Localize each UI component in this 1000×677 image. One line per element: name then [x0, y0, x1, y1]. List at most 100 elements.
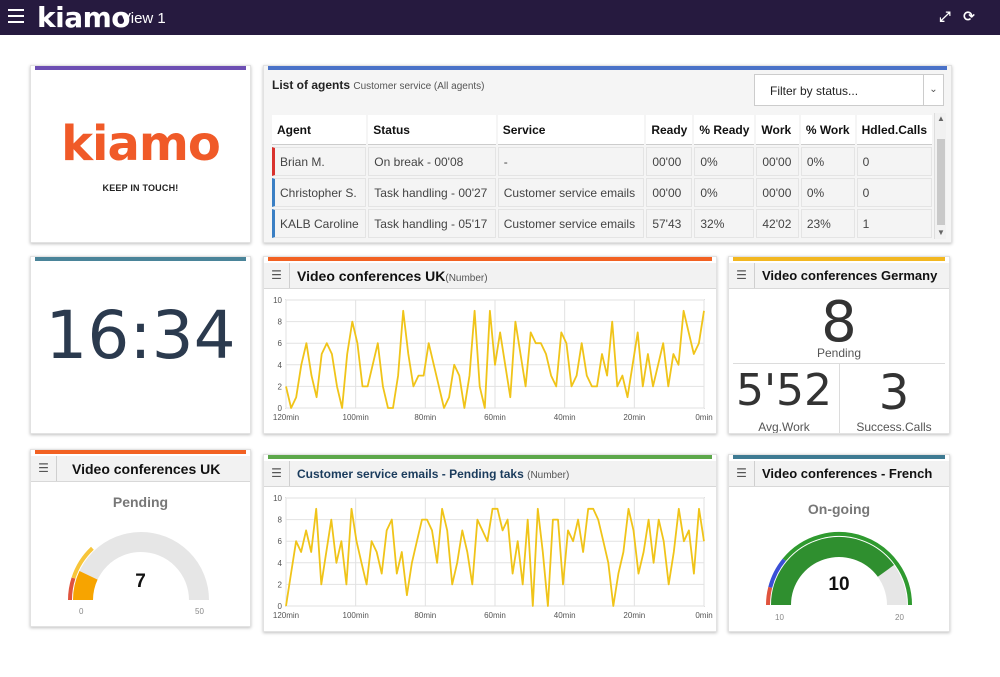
panel-menu-icon[interactable]: ☰ [729, 461, 755, 486]
cell-work: 00'00 [756, 147, 799, 176]
gauge-min: 0 [79, 607, 84, 616]
y-tick-label: 8 [278, 516, 283, 525]
gauge-label: Pending [112, 494, 169, 510]
cell-work: 00'00 [756, 178, 799, 207]
y-tick-label: 4 [278, 361, 283, 370]
x-tick-label: 100min [343, 413, 369, 422]
gauge-value: 10 [828, 574, 850, 595]
hamburger-menu-icon[interactable] [8, 9, 24, 23]
vc-germany-panel: ☰ Video conferences Germany 8 Pending 5'… [728, 256, 950, 434]
col-header-agent[interactable]: Agent [272, 115, 367, 145]
col-header-service[interactable]: Service [497, 115, 645, 145]
panel-title-text: Video conferences UK [297, 268, 446, 284]
scroll-down-icon[interactable]: ▼ [937, 228, 945, 237]
cell-status: Task handling - 05'17 [368, 209, 496, 238]
cell-service: Customer service emails [497, 178, 645, 207]
cell-agent: Brian M. [272, 147, 367, 176]
gauge-track [73, 532, 209, 601]
x-tick-label: 80min [414, 611, 436, 620]
table-header-row: Agent Status Service Ready % Ready Work … [272, 115, 932, 145]
col-header-ready[interactable]: Ready [646, 115, 693, 145]
col-header-handled-calls[interactable]: Hdled.Calls [856, 115, 932, 145]
cell-status: On break - 00'08 [368, 147, 496, 176]
cell-ready: 00'00 [646, 147, 693, 176]
chevron-down-icon[interactable]: ⌄ [923, 75, 943, 105]
x-tick-label: 60min [484, 413, 506, 422]
panel-title-text: Customer service emails - Pending taks [297, 467, 524, 481]
y-tick-label: 8 [278, 318, 283, 327]
cell-ready-pct: 32% [694, 209, 755, 238]
agents-subtitle: Customer service (All agents) [353, 81, 485, 92]
agents-table: Agent Status Service Ready % Ready Work … [270, 113, 934, 239]
scroll-up-icon[interactable]: ▲ [937, 114, 945, 123]
table-row[interactable]: KALB Caroline Task handling - 05'17 Custom… [272, 209, 932, 238]
panel-accent-bar [733, 455, 945, 459]
y-tick-label: 6 [278, 339, 283, 348]
cell-handled-calls: 1 [856, 209, 932, 238]
col-header-work[interactable]: Work [756, 115, 799, 145]
stats-divider [733, 363, 945, 364]
panel-accent-bar [268, 455, 712, 459]
panel-accent-bar [35, 450, 246, 454]
gauge-band [68, 577, 76, 601]
brand-logo: kiamo [37, 1, 131, 34]
vc-french-gauge-panel: ☰ Video conferences - French On-going 10… [728, 454, 950, 632]
panel-accent-bar [35, 66, 246, 70]
clock-panel: 16:34 [30, 256, 251, 434]
pending-gauge [68, 532, 209, 626]
x-tick-label: 80min [414, 413, 436, 422]
cell-ready: 00'00 [646, 178, 693, 207]
panel-title-unit: (Number) [445, 273, 488, 284]
panel-title: Customer service emails - Pending taks (… [297, 467, 569, 481]
table-row[interactable]: Brian M. On break - 00'08-00'00 0% 00'00 0% 0 [272, 147, 932, 176]
panel-menu-icon[interactable]: ☰ [729, 263, 755, 288]
y-tick-label: 10 [273, 494, 282, 503]
fullscreen-icon[interactable]: ⤢ [939, 8, 951, 24]
col-header-work-pct[interactable]: % Work [800, 115, 855, 145]
refresh-icon[interactable]: ⟳ [963, 8, 975, 24]
table-row[interactable]: Christopher S. Task handling - 00'27 Custo… [272, 178, 932, 207]
logo-tagline: KEEP IN TOUCH! [102, 183, 179, 193]
stats-divider [839, 364, 840, 433]
avg-work-label: Avg.Work [758, 420, 810, 434]
gauge-max: 50 [195, 607, 204, 616]
status-filter-select[interactable]: Filter by status... ⌄ [754, 74, 944, 106]
y-tick-label: 0 [278, 602, 283, 611]
status-filter-placeholder: Filter by status... [770, 84, 859, 98]
cell-handled-calls: 0 [856, 147, 932, 176]
panel-header: ☰ Video conferences UK(Number) [264, 263, 716, 289]
col-header-ready-pct[interactable]: % Ready [694, 115, 755, 145]
gauge-band [782, 532, 912, 606]
gauge-label: On-going [807, 501, 871, 517]
y-tick-label: 6 [278, 537, 283, 546]
gauge-value: 7 [135, 571, 146, 592]
cell-status: Task handling - 00'27 [368, 178, 496, 207]
panel-menu-icon[interactable]: ☰ [264, 461, 290, 486]
gauge-band [766, 586, 773, 606]
x-tick-label: 120min [273, 611, 299, 620]
avg-work-value: 5'52 [735, 365, 833, 416]
cs-emails-line-chart: 0 2 4 6 8 10 120min 100min 80min 60min 40min 20min 0… [273, 494, 713, 620]
panel-menu-icon[interactable]: ☰ [31, 456, 57, 481]
y-tick-label: 2 [278, 382, 283, 391]
panel-accent-bar [733, 257, 945, 261]
col-header-status[interactable]: Status [368, 115, 496, 145]
vc-uk-gauge-panel: ☰ Video conferences UK Pending 7 0 50 [30, 449, 251, 627]
gauge-center [792, 558, 886, 631]
panel-accent-bar [268, 66, 947, 70]
cs-emails-chart-panel: ☰ Customer service emails - Pending taks… [263, 454, 717, 632]
gauge-band [768, 558, 786, 588]
ongoing-gauge [766, 532, 912, 631]
series-line [285, 507, 705, 607]
scrollbar-thumb[interactable] [937, 139, 945, 225]
panel-header: ☰ Customer service emails - Pending taks… [264, 461, 716, 487]
pending-value: 8 [821, 290, 857, 355]
panel-header: ☰ Video conferences Germany [729, 263, 949, 289]
panel-menu-icon[interactable]: ☰ [264, 263, 290, 288]
cell-ready-pct: 0% [694, 147, 755, 176]
gauge-min: 10 [775, 613, 784, 622]
top-bar: kiamo View 1 ⤢ ⟳ [0, 0, 1000, 35]
vc-uk-chart-panel: ☰ Video conferences UK(Number) 0 2 4 6 8 10 12… [263, 256, 717, 434]
panel-title: Video conferences - French [762, 466, 933, 481]
table-scrollbar[interactable]: ▲ ▼ [934, 113, 946, 239]
